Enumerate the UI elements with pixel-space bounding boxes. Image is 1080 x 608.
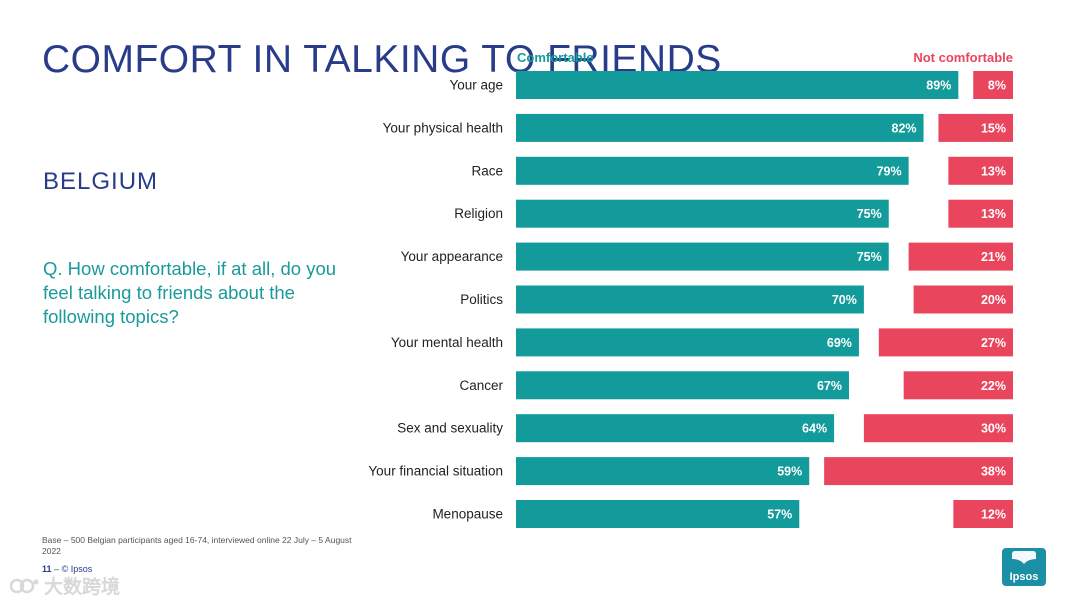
bar-comfortable-your-age bbox=[516, 71, 959, 99]
data-label-comfortable-your-mental-health: 69% bbox=[827, 336, 852, 350]
bar-not-comfortable-race bbox=[948, 156, 1013, 185]
data-label-comfortable-sex-and-sexuality: 64% bbox=[802, 422, 827, 436]
bar-not-comfortable-your-physical-health bbox=[938, 113, 1013, 142]
data-label-comfortable-your-appearance: 75% bbox=[857, 250, 882, 264]
category-label-your-age: Your age bbox=[449, 78, 503, 93]
bar-comfortable-your-mental-health bbox=[516, 328, 859, 357]
category-label-race: Race bbox=[471, 163, 503, 178]
legend-not-comfortable: Not comfortable bbox=[913, 50, 1013, 65]
page-subtitle: BELGIUM bbox=[43, 168, 159, 195]
bar-comfortable-race bbox=[516, 156, 909, 185]
data-label-comfortable-religion: 75% bbox=[857, 207, 882, 221]
data-label-not-comfortable-your-appearance: 21% bbox=[981, 250, 1006, 264]
category-label-your-appearance: Your appearance bbox=[401, 249, 503, 264]
data-label-comfortable-cancer: 67% bbox=[817, 379, 842, 393]
data-label-not-comfortable-race: 13% bbox=[981, 164, 1006, 178]
watermark: 大数跨境 bbox=[10, 572, 120, 599]
data-label-comfortable-your-physical-health: 82% bbox=[892, 121, 917, 135]
bar-comfortable-menopause bbox=[516, 500, 800, 528]
bar-comfortable-sex-and-sexuality bbox=[516, 414, 835, 443]
category-label-your-physical-health: Your physical health bbox=[383, 120, 503, 135]
bar-not-comfortable-religion bbox=[948, 199, 1013, 228]
page-number: 11 bbox=[42, 564, 52, 574]
logo-text: Ipsos bbox=[1010, 571, 1039, 583]
legend-comfortable: Comfortable bbox=[517, 50, 594, 65]
footer-separator: – bbox=[54, 564, 60, 574]
bar-comfortable-cancer bbox=[516, 371, 849, 400]
data-label-not-comfortable-your-mental-health: 27% bbox=[981, 336, 1006, 350]
bar-not-comfortable-sex-and-sexuality bbox=[863, 414, 1013, 443]
data-label-not-comfortable-your-physical-health: 15% bbox=[981, 121, 1006, 135]
category-label-menopause: Menopause bbox=[432, 507, 503, 522]
footer: 11 – © Ipsos bbox=[42, 564, 92, 574]
bar-comfortable-your-physical-health bbox=[516, 113, 924, 142]
data-label-comfortable-menopause: 57% bbox=[767, 508, 792, 522]
watermark-text: 大数跨境 bbox=[44, 577, 121, 598]
data-label-comfortable-politics: 70% bbox=[832, 293, 857, 307]
data-label-not-comfortable-menopause: 12% bbox=[981, 508, 1006, 522]
bar-comfortable-your-appearance bbox=[516, 242, 889, 271]
data-label-not-comfortable-your-financial-situation: 38% bbox=[981, 465, 1006, 479]
data-label-not-comfortable-sex-and-sexuality: 30% bbox=[981, 422, 1006, 436]
data-label-not-comfortable-your-age: 8% bbox=[988, 79, 1006, 93]
category-label-politics: Politics bbox=[460, 292, 503, 307]
copyright-text: © Ipsos bbox=[61, 564, 93, 574]
bar-not-comfortable-your-appearance bbox=[908, 242, 1013, 271]
bar-not-comfortable-your-mental-health bbox=[878, 328, 1013, 357]
category-label-religion: Religion bbox=[454, 206, 503, 221]
data-label-comfortable-race: 79% bbox=[877, 164, 902, 178]
category-label-your-financial-situation: Your financial situation bbox=[368, 464, 503, 479]
category-label-cancer: Cancer bbox=[459, 378, 503, 393]
survey-question: Q. How comfortable, if at all, do you fe… bbox=[43, 258, 337, 327]
base-note: Base – 500 Belgian participants aged 16-… bbox=[42, 535, 352, 556]
bar-comfortable-your-financial-situation bbox=[516, 457, 810, 486]
bar-comfortable-politics bbox=[516, 285, 864, 314]
data-label-comfortable-your-age: 89% bbox=[926, 79, 951, 93]
bar-comfortable-religion bbox=[516, 199, 889, 228]
category-label-sex-and-sexuality: Sex and sexuality bbox=[397, 421, 503, 436]
bar-not-comfortable-menopause bbox=[953, 500, 1013, 528]
ipsos-logo: Ipsos bbox=[1002, 548, 1046, 586]
data-label-not-comfortable-cancer: 22% bbox=[981, 379, 1006, 393]
category-label-your-mental-health: Your mental health bbox=[391, 335, 503, 350]
watermark-logo-icon bbox=[10, 578, 39, 593]
bar-not-comfortable-cancer bbox=[903, 371, 1013, 400]
data-label-not-comfortable-politics: 20% bbox=[981, 293, 1006, 307]
bar-not-comfortable-your-financial-situation bbox=[824, 457, 1013, 486]
data-label-comfortable-your-financial-situation: 59% bbox=[777, 465, 802, 479]
bar-not-comfortable-politics bbox=[913, 285, 1013, 314]
data-label-not-comfortable-religion: 13% bbox=[981, 207, 1006, 221]
bar-not-comfortable-your-age bbox=[973, 71, 1013, 99]
